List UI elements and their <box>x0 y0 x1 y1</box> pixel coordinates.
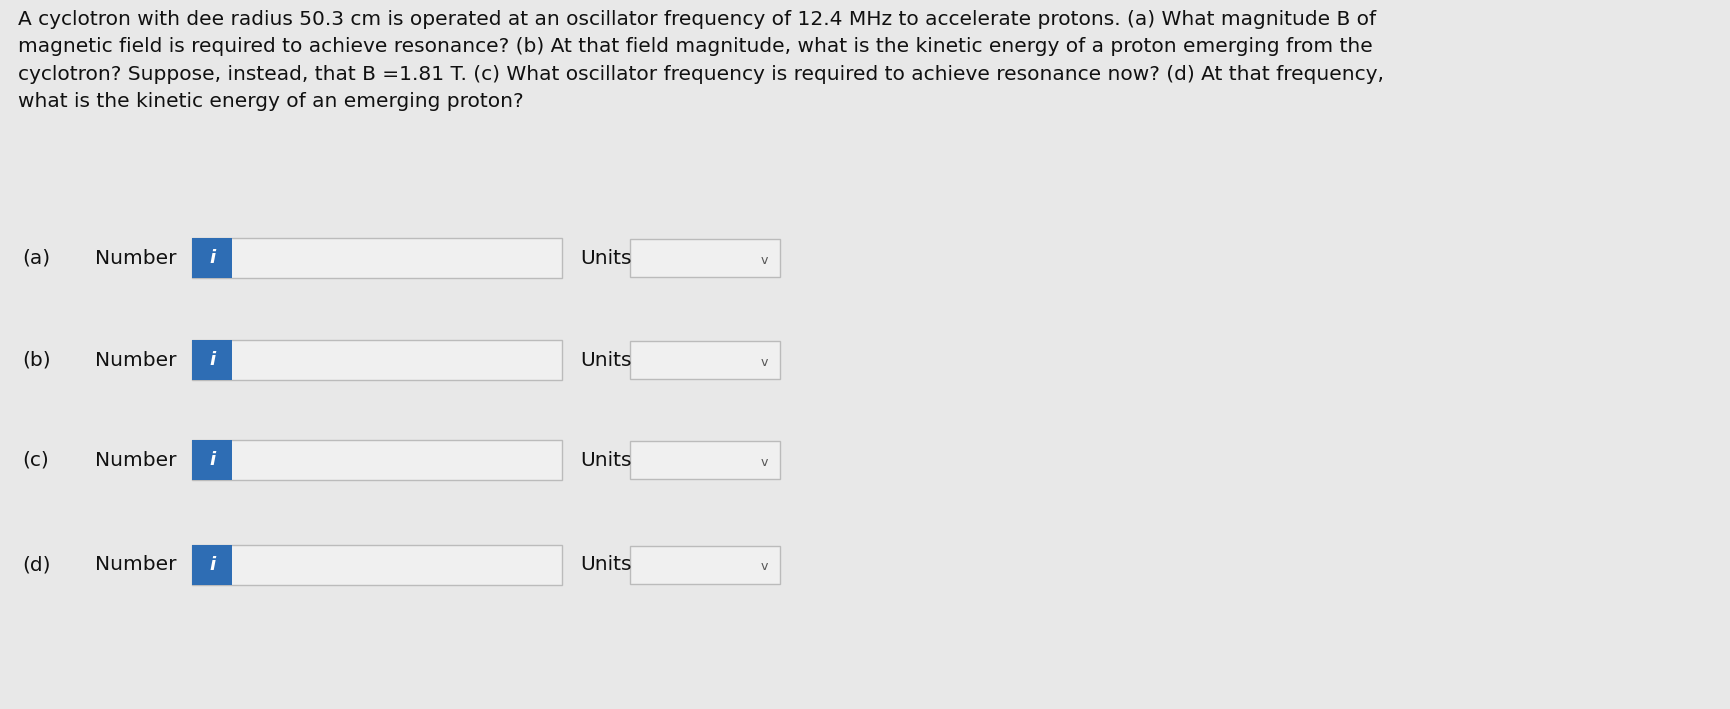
Text: (d): (d) <box>22 555 50 574</box>
Text: v: v <box>759 254 768 267</box>
Text: Number: Number <box>95 555 176 574</box>
Text: v: v <box>759 561 768 574</box>
Text: i: i <box>209 351 215 369</box>
Text: i: i <box>209 249 215 267</box>
FancyBboxPatch shape <box>192 238 232 278</box>
Text: Number: Number <box>95 248 176 267</box>
FancyBboxPatch shape <box>192 545 562 585</box>
Text: Units: Units <box>580 350 631 369</box>
FancyBboxPatch shape <box>192 545 232 585</box>
FancyBboxPatch shape <box>192 340 232 380</box>
FancyBboxPatch shape <box>192 440 232 480</box>
FancyBboxPatch shape <box>192 440 562 480</box>
Text: (b): (b) <box>22 350 50 369</box>
Text: v: v <box>759 355 768 369</box>
Text: Units: Units <box>580 555 631 574</box>
FancyBboxPatch shape <box>630 239 780 277</box>
Text: (a): (a) <box>22 248 50 267</box>
Text: Number: Number <box>95 350 176 369</box>
FancyBboxPatch shape <box>192 340 562 380</box>
FancyBboxPatch shape <box>192 238 562 278</box>
FancyBboxPatch shape <box>630 441 780 479</box>
Text: i: i <box>209 556 215 574</box>
Text: A cyclotron with dee radius 50.3 cm is operated at an oscillator frequency of 12: A cyclotron with dee radius 50.3 cm is o… <box>17 10 1384 111</box>
Text: Units: Units <box>580 248 631 267</box>
Text: Number: Number <box>95 450 176 469</box>
Text: i: i <box>209 451 215 469</box>
Text: Units: Units <box>580 450 631 469</box>
FancyBboxPatch shape <box>630 341 780 379</box>
FancyBboxPatch shape <box>630 546 780 584</box>
Text: (c): (c) <box>22 450 48 469</box>
Text: v: v <box>759 455 768 469</box>
